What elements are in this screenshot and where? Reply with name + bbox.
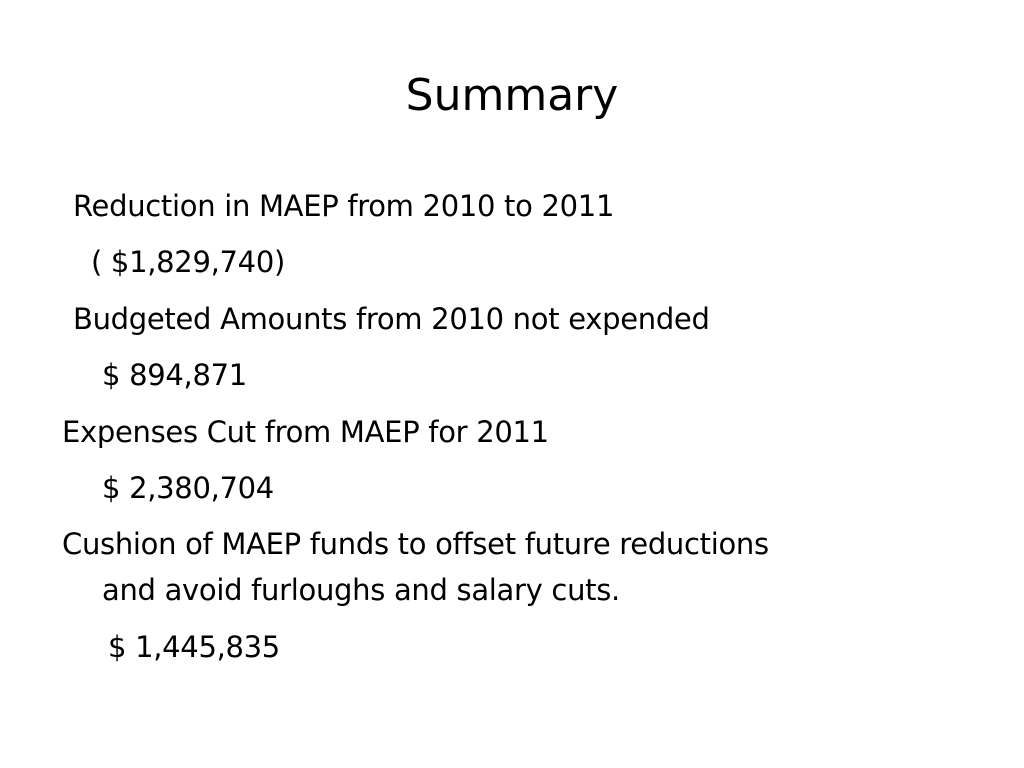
body-line-budgeted-label: Budgeted Amounts from 2010 not expended bbox=[73, 302, 710, 336]
body-line-expenses-amount: $ 2,380,704 bbox=[102, 471, 274, 505]
body-line-reduction-amount: ( $1,829,740) bbox=[91, 245, 285, 279]
body-line-cushion-label-continued: and avoid furloughs and salary cuts. bbox=[102, 573, 620, 607]
body-line-reduction-label: Reduction in MAEP from 2010 to 2011 bbox=[73, 189, 615, 223]
body-line-expenses-label: Expenses Cut from MAEP for 2011 bbox=[62, 415, 549, 449]
body-line-cushion-label: Cushion of MAEP funds to offset future r… bbox=[62, 527, 769, 561]
body-line-budgeted-amount: $ 894,871 bbox=[102, 358, 247, 392]
slide-title: Summary bbox=[405, 70, 619, 121]
body-line-cushion-amount: $ 1,445,835 bbox=[108, 630, 280, 664]
